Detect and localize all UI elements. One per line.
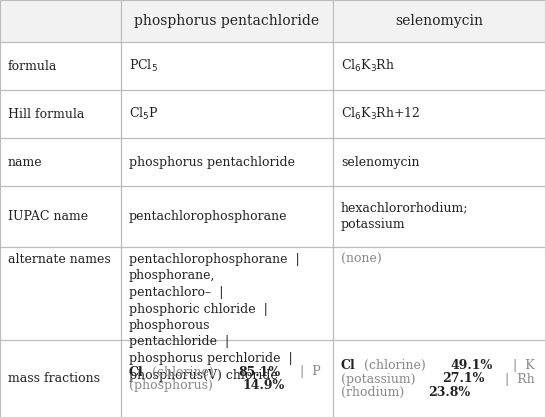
Text: (rhodium): (rhodium) (341, 386, 408, 399)
Bar (121, 0, 333, 42)
Text: 23.8%: 23.8% (428, 386, 470, 399)
Bar (121, 247, 333, 340)
Bar (0, 247, 121, 340)
Bar (0, 0, 121, 42)
Text: Cl$_5$P: Cl$_5$P (129, 106, 159, 122)
Bar (0, 340, 121, 417)
Bar (333, 186, 545, 247)
Text: (phosphorus): (phosphorus) (129, 379, 217, 392)
Text: Cl: Cl (129, 365, 144, 379)
Text: selenomycin: selenomycin (395, 14, 483, 28)
Text: (none): (none) (341, 253, 382, 266)
Text: 49.1%: 49.1% (450, 359, 492, 372)
Bar (121, 186, 333, 247)
Text: pentachlorophosphorane: pentachlorophosphorane (129, 210, 288, 223)
Text: phosphorus pentachloride: phosphorus pentachloride (129, 156, 295, 168)
Text: 14.9%: 14.9% (243, 379, 284, 392)
Text: Cl: Cl (341, 359, 356, 372)
Bar (121, 340, 333, 417)
Text: alternate names: alternate names (8, 253, 111, 266)
Bar (333, 90, 545, 138)
Bar (121, 42, 333, 90)
Bar (333, 138, 545, 186)
Text: hexachlororhodium;
potassium: hexachlororhodium; potassium (341, 202, 469, 231)
Bar (0, 186, 121, 247)
Text: (chlorine): (chlorine) (360, 359, 430, 372)
Text: (potassium): (potassium) (341, 372, 420, 385)
Text: Cl$_6$K$_3$Rh: Cl$_6$K$_3$Rh (341, 58, 395, 74)
Bar (333, 247, 545, 340)
Bar (121, 90, 333, 138)
Text: Cl$_6$K$_3$Rh+12: Cl$_6$K$_3$Rh+12 (341, 106, 421, 122)
Text: 27.1%: 27.1% (443, 372, 485, 385)
Text: |  P: | P (292, 365, 321, 379)
Text: formula: formula (8, 60, 57, 73)
Text: phosphorus pentachloride: phosphorus pentachloride (135, 14, 319, 28)
Text: Hill formula: Hill formula (8, 108, 84, 121)
Bar (333, 0, 545, 42)
Bar (0, 138, 121, 186)
Text: |  K: | K (505, 359, 534, 372)
Bar (0, 90, 121, 138)
Text: |  Rh: | Rh (497, 372, 535, 385)
Bar (333, 340, 545, 417)
Bar (121, 138, 333, 186)
Text: 85.1%: 85.1% (238, 365, 280, 379)
Text: pentachlorophosphorane  |
phosphorane,
pentachloro–  |
phosphoric chloride  |
ph: pentachlorophosphorane | phosphorane, pe… (129, 253, 300, 382)
Text: (chlorine): (chlorine) (148, 365, 218, 379)
Text: PCl$_5$: PCl$_5$ (129, 58, 158, 74)
Text: selenomycin: selenomycin (341, 156, 420, 168)
Bar (333, 42, 545, 90)
Text: IUPAC name: IUPAC name (8, 210, 88, 223)
Text: mass fractions: mass fractions (8, 372, 100, 385)
Text: name: name (8, 156, 43, 168)
Bar (0, 42, 121, 90)
